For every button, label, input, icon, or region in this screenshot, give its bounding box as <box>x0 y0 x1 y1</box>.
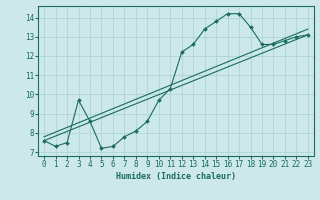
X-axis label: Humidex (Indice chaleur): Humidex (Indice chaleur) <box>116 172 236 181</box>
